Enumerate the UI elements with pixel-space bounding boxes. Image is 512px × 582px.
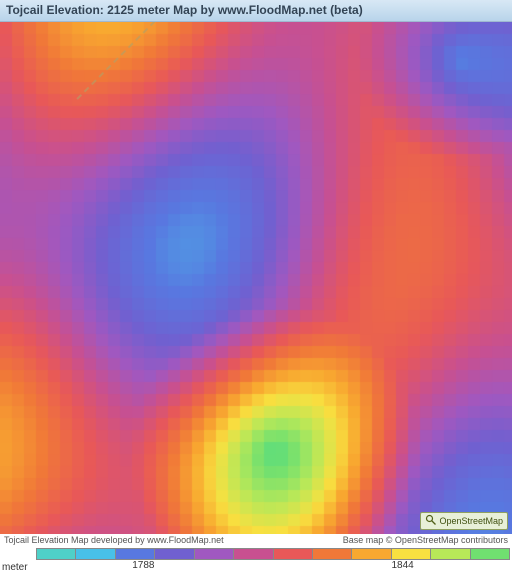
credit-right: Base map © OpenStreetMap contributors xyxy=(343,535,508,547)
credits-row: Tojcail Elevation Map developed by www.F… xyxy=(0,534,512,548)
map-viewport[interactable]: OpenStreetMap xyxy=(0,22,512,534)
legend-scale: 1788184419001957201320702126218222392295… xyxy=(36,548,510,574)
legend-swatch xyxy=(194,548,233,560)
legend-swatch xyxy=(391,548,430,560)
legend-swatch xyxy=(75,548,114,560)
legend-swatch xyxy=(115,548,154,560)
legend-swatch xyxy=(36,548,75,560)
legend-swatch xyxy=(430,548,469,560)
legend-swatch xyxy=(233,548,272,560)
legend-tick: 1788 xyxy=(0,560,166,574)
legend-ticks: 1788184419001957201320702126218222392295… xyxy=(36,560,510,574)
legend-swatch xyxy=(273,548,312,560)
legend-tick: 1900 xyxy=(425,560,512,574)
osm-attribution-badge[interactable]: OpenStreetMap xyxy=(420,512,508,530)
legend-swatch xyxy=(312,548,351,560)
attribution-label: OpenStreetMap xyxy=(439,516,503,526)
legend-swatch xyxy=(470,548,510,560)
legend-swatches xyxy=(36,548,510,560)
credit-left: Tojcail Elevation Map developed by www.F… xyxy=(4,535,224,547)
color-legend: meter 1788184419001957201320702126218222… xyxy=(0,548,512,582)
legend-tick: 1844 xyxy=(166,560,425,574)
title-bar: Tojcail Elevation: 2125 meter Map by www… xyxy=(0,0,512,22)
magnifier-icon xyxy=(425,514,437,528)
elevation-map-widget: Tojcail Elevation: 2125 meter Map by www… xyxy=(0,0,512,582)
legend-swatch xyxy=(154,548,193,560)
map-title: Tojcail Elevation: 2125 meter Map by www… xyxy=(6,3,363,17)
legend-swatch xyxy=(351,548,390,560)
